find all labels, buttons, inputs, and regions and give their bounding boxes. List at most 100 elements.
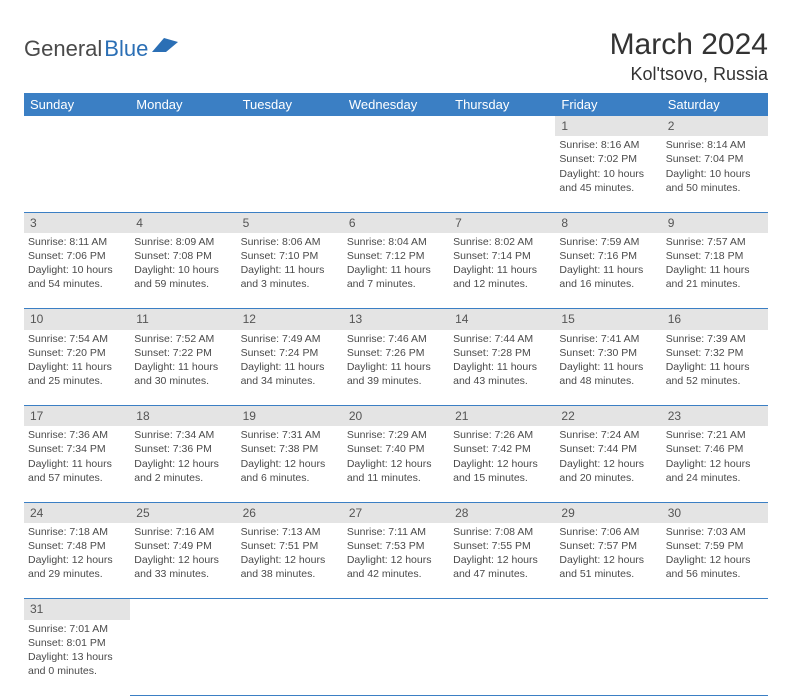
sunset-line: Sunset: 7:16 PM <box>559 249 657 263</box>
daylight-line: Daylight: 11 hours and 52 minutes. <box>666 360 764 388</box>
day-number-row: 3456789 <box>24 212 768 233</box>
daylight-line: Daylight: 11 hours and 3 minutes. <box>241 263 339 291</box>
day-header: Wednesday <box>343 93 449 116</box>
sunrise-line: Sunrise: 7:01 AM <box>28 622 126 636</box>
day-number <box>24 116 130 136</box>
day-number: 25 <box>130 502 236 523</box>
sunrise-line: Sunrise: 7:59 AM <box>559 235 657 249</box>
sunset-line: Sunset: 7:28 PM <box>453 346 551 360</box>
day-cell <box>343 620 449 696</box>
logo-text-blue: Blue <box>104 36 148 62</box>
day-header-row: Sunday Monday Tuesday Wednesday Thursday… <box>24 93 768 116</box>
day-cell <box>662 620 768 696</box>
sunset-line: Sunset: 7:30 PM <box>559 346 657 360</box>
day-number <box>343 116 449 136</box>
daylight-line: Daylight: 10 hours and 54 minutes. <box>28 263 126 291</box>
day-cell: Sunrise: 8:04 AMSunset: 7:12 PMDaylight:… <box>343 233 449 309</box>
daylight-line: Daylight: 10 hours and 50 minutes. <box>666 167 764 195</box>
sunrise-line: Sunrise: 8:06 AM <box>241 235 339 249</box>
day-number: 30 <box>662 502 768 523</box>
day-cell: Sunrise: 7:24 AMSunset: 7:44 PMDaylight:… <box>555 426 661 502</box>
sunrise-line: Sunrise: 7:03 AM <box>666 525 764 539</box>
day-number: 2 <box>662 116 768 136</box>
day-number <box>237 599 343 620</box>
location: Kol'tsovo, Russia <box>610 64 768 85</box>
day-cell: Sunrise: 7:46 AMSunset: 7:26 PMDaylight:… <box>343 330 449 406</box>
daylight-line: Daylight: 12 hours and 15 minutes. <box>453 457 551 485</box>
sunrise-line: Sunrise: 7:41 AM <box>559 332 657 346</box>
sunrise-line: Sunrise: 7:34 AM <box>134 428 232 442</box>
sunrise-line: Sunrise: 7:06 AM <box>559 525 657 539</box>
sunset-line: Sunset: 7:40 PM <box>347 442 445 456</box>
sunset-line: Sunset: 7:34 PM <box>28 442 126 456</box>
day-number <box>130 599 236 620</box>
day-cell: Sunrise: 8:06 AMSunset: 7:10 PMDaylight:… <box>237 233 343 309</box>
sunset-line: Sunset: 7:22 PM <box>134 346 232 360</box>
day-number: 7 <box>449 212 555 233</box>
sunset-line: Sunset: 7:36 PM <box>134 442 232 456</box>
daylight-line: Daylight: 11 hours and 12 minutes. <box>453 263 551 291</box>
day-cell: Sunrise: 7:44 AMSunset: 7:28 PMDaylight:… <box>449 330 555 406</box>
day-cell: Sunrise: 7:03 AMSunset: 7:59 PMDaylight:… <box>662 523 768 599</box>
title-block: March 2024 Kol'tsovo, Russia <box>610 28 768 85</box>
daylight-line: Daylight: 12 hours and 11 minutes. <box>347 457 445 485</box>
daylight-line: Daylight: 11 hours and 39 minutes. <box>347 360 445 388</box>
sunset-line: Sunset: 7:38 PM <box>241 442 339 456</box>
day-cell: Sunrise: 8:09 AMSunset: 7:08 PMDaylight:… <box>130 233 236 309</box>
daylight-line: Daylight: 10 hours and 59 minutes. <box>134 263 232 291</box>
day-number: 27 <box>343 502 449 523</box>
day-number: 10 <box>24 309 130 330</box>
day-cell <box>237 620 343 696</box>
sunset-line: Sunset: 7:32 PM <box>666 346 764 360</box>
day-header: Tuesday <box>237 93 343 116</box>
day-number: 15 <box>555 309 661 330</box>
daylight-line: Daylight: 12 hours and 6 minutes. <box>241 457 339 485</box>
day-cell <box>130 620 236 696</box>
day-cell: Sunrise: 7:31 AMSunset: 7:38 PMDaylight:… <box>237 426 343 502</box>
sunrise-line: Sunrise: 8:09 AM <box>134 235 232 249</box>
sunrise-line: Sunrise: 7:49 AM <box>241 332 339 346</box>
day-cell: Sunrise: 7:06 AMSunset: 7:57 PMDaylight:… <box>555 523 661 599</box>
sunset-line: Sunset: 7:06 PM <box>28 249 126 263</box>
daylight-line: Daylight: 11 hours and 43 minutes. <box>453 360 551 388</box>
day-header: Sunday <box>24 93 130 116</box>
daylight-line: Daylight: 12 hours and 47 minutes. <box>453 553 551 581</box>
daylight-line: Daylight: 11 hours and 25 minutes. <box>28 360 126 388</box>
day-number <box>130 116 236 136</box>
day-number: 8 <box>555 212 661 233</box>
sunrise-line: Sunrise: 7:16 AM <box>134 525 232 539</box>
sunset-line: Sunset: 7:42 PM <box>453 442 551 456</box>
day-cell <box>449 136 555 212</box>
day-cell <box>24 136 130 212</box>
day-header: Monday <box>130 93 236 116</box>
sunrise-line: Sunrise: 7:26 AM <box>453 428 551 442</box>
day-number-row: 24252627282930 <box>24 502 768 523</box>
day-cell: Sunrise: 7:34 AMSunset: 7:36 PMDaylight:… <box>130 426 236 502</box>
sunrise-line: Sunrise: 7:08 AM <box>453 525 551 539</box>
day-cell: Sunrise: 7:16 AMSunset: 7:49 PMDaylight:… <box>130 523 236 599</box>
sunset-line: Sunset: 7:18 PM <box>666 249 764 263</box>
daylight-line: Daylight: 12 hours and 51 minutes. <box>559 553 657 581</box>
day-number: 5 <box>237 212 343 233</box>
day-number: 1 <box>555 116 661 136</box>
sunrise-line: Sunrise: 7:29 AM <box>347 428 445 442</box>
day-number: 16 <box>662 309 768 330</box>
sunrise-line: Sunrise: 7:54 AM <box>28 332 126 346</box>
day-cell: Sunrise: 7:49 AMSunset: 7:24 PMDaylight:… <box>237 330 343 406</box>
day-cell: Sunrise: 7:18 AMSunset: 7:48 PMDaylight:… <box>24 523 130 599</box>
day-number: 24 <box>24 502 130 523</box>
day-number <box>237 116 343 136</box>
sunrise-line: Sunrise: 7:36 AM <box>28 428 126 442</box>
sunrise-line: Sunrise: 7:52 AM <box>134 332 232 346</box>
day-cell: Sunrise: 7:54 AMSunset: 7:20 PMDaylight:… <box>24 330 130 406</box>
day-cell <box>130 136 236 212</box>
sunrise-line: Sunrise: 7:46 AM <box>347 332 445 346</box>
day-cell: Sunrise: 7:29 AMSunset: 7:40 PMDaylight:… <box>343 426 449 502</box>
sunset-line: Sunset: 7:44 PM <box>559 442 657 456</box>
day-number <box>343 599 449 620</box>
day-cell: Sunrise: 8:14 AMSunset: 7:04 PMDaylight:… <box>662 136 768 212</box>
day-number: 26 <box>237 502 343 523</box>
sunrise-line: Sunrise: 7:18 AM <box>28 525 126 539</box>
sunset-line: Sunset: 8:01 PM <box>28 636 126 650</box>
sunrise-line: Sunrise: 7:57 AM <box>666 235 764 249</box>
